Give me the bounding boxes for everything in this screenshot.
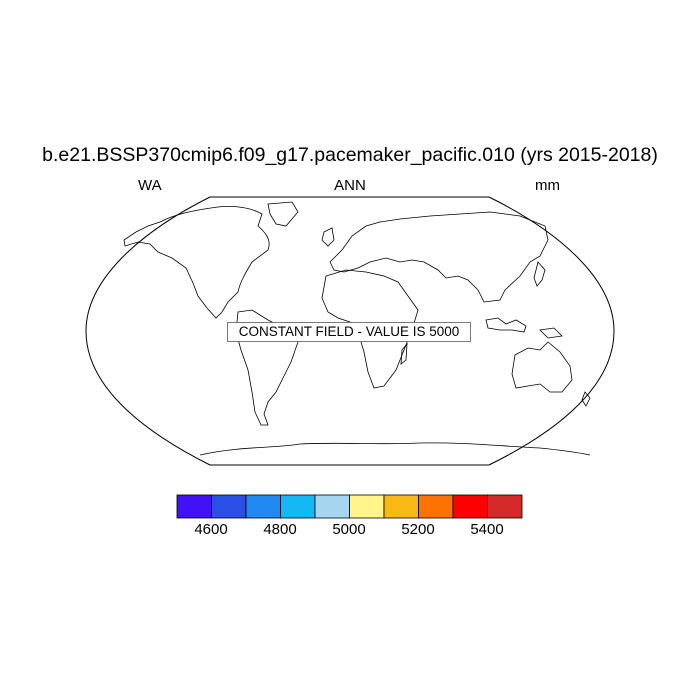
coast-uk: [321, 227, 335, 247]
colorbar-swatch: [245, 494, 281, 519]
constant-field-annotation: CONSTANT FIELD - VALUE IS 5000: [227, 322, 471, 342]
colorbar-swatch: [211, 494, 247, 519]
coast-japan: [533, 261, 546, 287]
coast-madagascar: [400, 342, 408, 365]
colorbar-swatch: [349, 494, 385, 519]
coast-greenland: [267, 201, 299, 227]
coast-north-america: [123, 206, 270, 319]
coast-africa: [321, 269, 419, 389]
colorbar-swatch: [280, 494, 316, 519]
colorbar-tick-label: 5000: [332, 521, 366, 538]
map-outline: [85, 196, 615, 466]
colorbar-swatch: [314, 494, 350, 519]
colorbar-swatch: [418, 494, 454, 519]
coast-eurasia: [329, 211, 549, 303]
colorbar-tick-label: 4600: [194, 521, 228, 538]
coast-new-zealand: [581, 391, 591, 407]
colorbar-tick-label: 5200: [401, 521, 435, 538]
colorbar-tick-label: 5400: [470, 521, 504, 538]
colorbar-swatch: [176, 494, 212, 519]
coast-australia: [511, 341, 573, 393]
colorbar-tick-label: 4800: [263, 521, 297, 538]
variable-label: WA: [138, 177, 162, 194]
colorbar-swatch: [452, 494, 488, 519]
coast-indonesia: [485, 317, 527, 333]
colorbar-swatch: [487, 494, 523, 519]
colorbar-swatch: [383, 494, 419, 519]
units-label: mm: [535, 177, 560, 194]
coast-new-guinea: [539, 327, 563, 339]
season-label: ANN: [334, 177, 366, 194]
coast-antarctica: [199, 442, 591, 456]
plot-title: b.e21.BSSP370cmip6.f09_g17.pacemaker_pac…: [42, 144, 658, 166]
